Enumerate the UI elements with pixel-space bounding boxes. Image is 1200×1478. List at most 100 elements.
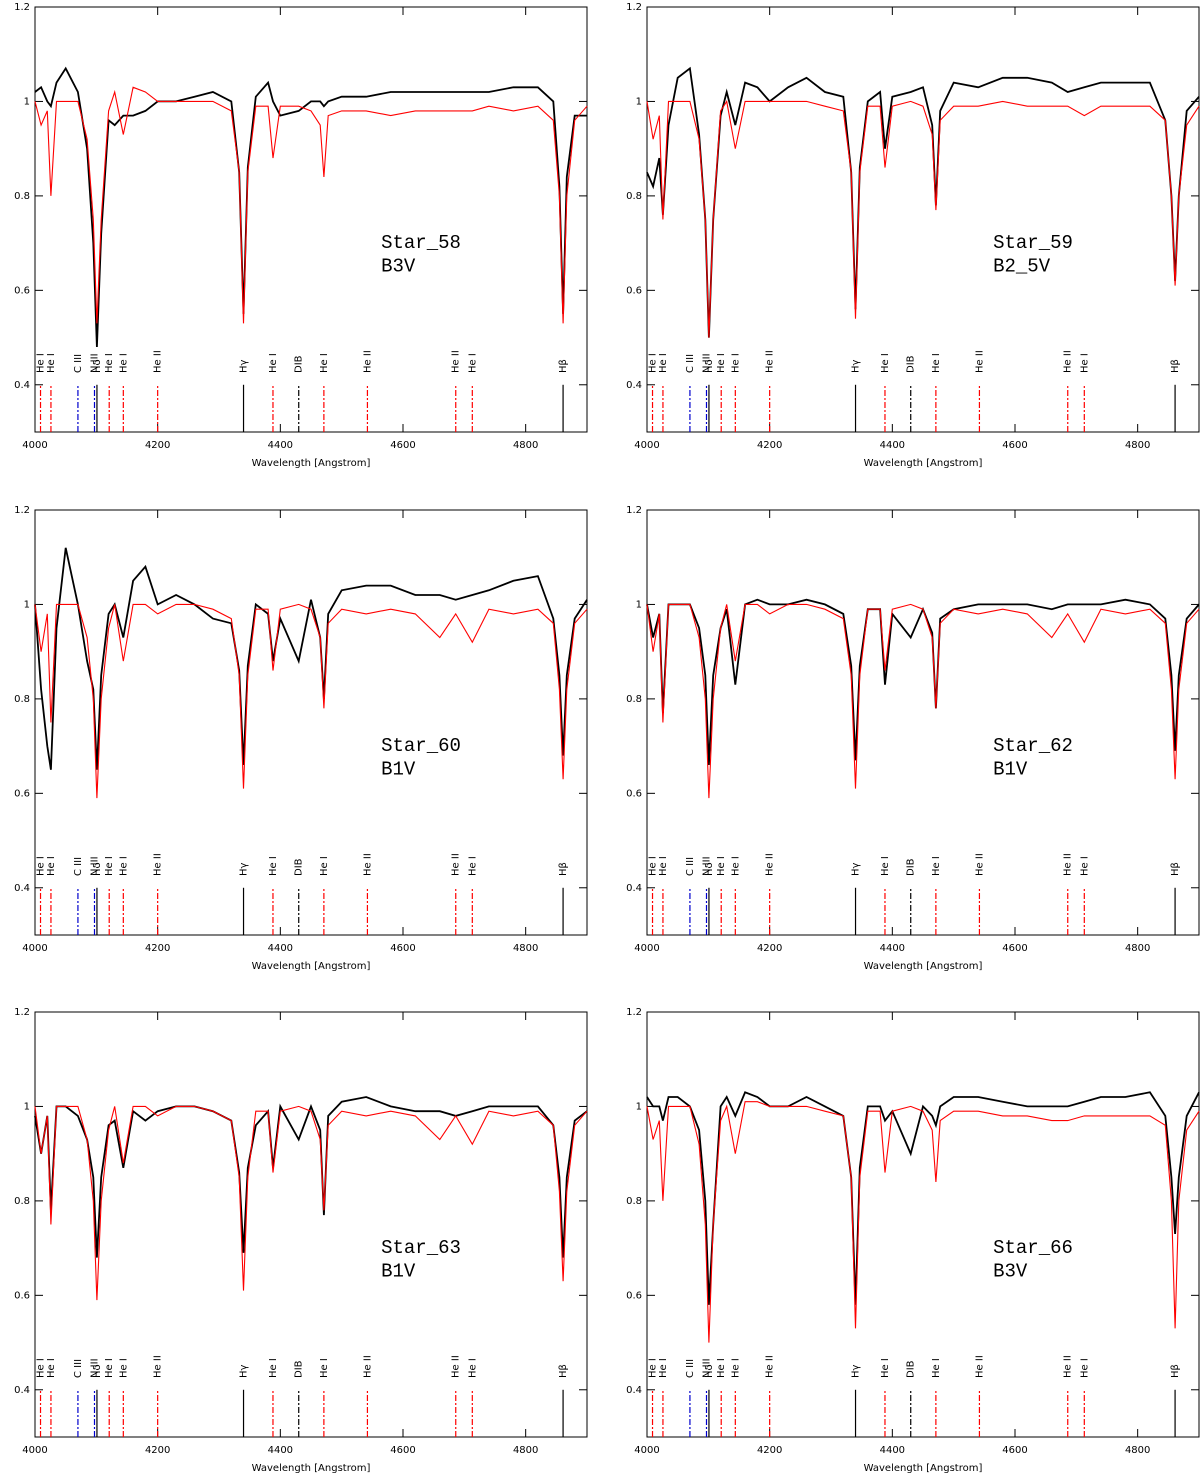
x-tick-label: 4800 xyxy=(1125,440,1150,451)
star-name: Star_63 xyxy=(381,1237,461,1259)
spectrum-line xyxy=(34,1096,588,1258)
line-marker-label: N III xyxy=(701,353,712,373)
line-marker-label: DIB xyxy=(294,355,305,373)
line-marker-label: He I xyxy=(658,856,669,876)
line-marker-label: He I xyxy=(104,1358,115,1378)
x-tick-label: 4200 xyxy=(145,943,170,954)
y-tick-label: 0.4 xyxy=(14,883,30,894)
spectrum-line xyxy=(646,99,1200,338)
spectrum-line xyxy=(34,66,587,348)
x-tick-label: 4400 xyxy=(268,440,293,451)
line-marker-label: He II xyxy=(974,853,985,876)
x-tick-label: 4200 xyxy=(757,440,782,451)
y-tick-label: 1.2 xyxy=(626,2,642,13)
line-marker-label: Hγ xyxy=(851,1364,862,1378)
line-marker-label: He I xyxy=(730,353,741,373)
x-tick-label: 4600 xyxy=(1002,440,1027,451)
line-marker-label: He I xyxy=(467,1358,478,1378)
line-marker-label: Hδ xyxy=(704,359,715,373)
spectrum-line xyxy=(646,1101,1200,1343)
plot-frame xyxy=(646,509,1200,936)
x-tick-label: 4000 xyxy=(22,943,47,954)
line-marker-label: He I xyxy=(268,353,279,373)
line-marker-label: N III xyxy=(89,856,100,876)
y-tick-label: 1.2 xyxy=(14,2,30,13)
x-tick-label: 4800 xyxy=(1125,943,1150,954)
line-marker-label: He I xyxy=(118,1358,129,1378)
x-axis-label: Wavelength [Angstrom] xyxy=(252,1463,371,1474)
y-tick-label: 1.2 xyxy=(626,1007,642,1018)
star-name: Star_62 xyxy=(993,735,1073,757)
line-marker-label: He II xyxy=(451,853,462,876)
line-marker-label: He I xyxy=(319,353,330,373)
line-marker-label: He I xyxy=(648,353,659,373)
line-marker-label: C III xyxy=(73,857,84,876)
line-marker-label: Hβ xyxy=(1170,862,1181,876)
line-marker-label: He II xyxy=(451,1355,462,1378)
line-marker-label: He II xyxy=(1063,350,1074,373)
line-marker-label: He I xyxy=(648,856,659,876)
star-name: Star_59 xyxy=(993,232,1073,254)
line-marker-label: He I xyxy=(46,856,57,876)
line-marker-label: Hγ xyxy=(239,862,250,876)
line-marker-label: He I xyxy=(1079,1358,1090,1378)
line-marker-label: He II xyxy=(362,350,373,373)
line-marker-label: Hβ xyxy=(558,1364,569,1378)
line-marker-label: He I xyxy=(716,1358,727,1378)
x-tick-label: 4400 xyxy=(880,1445,905,1456)
x-tick-label: 4000 xyxy=(22,1445,47,1456)
line-marker-label: He I xyxy=(1079,353,1090,373)
x-tick-label: 4800 xyxy=(513,943,538,954)
x-axis-label: Wavelength [Angstrom] xyxy=(864,458,983,469)
line-marker-label: He II xyxy=(153,350,164,373)
spectrum-line xyxy=(646,1091,1200,1305)
x-tick-label: 4400 xyxy=(880,440,905,451)
x-axis-label: Wavelength [Angstrom] xyxy=(864,1463,983,1474)
line-marker-label: He I xyxy=(730,1358,741,1378)
spectrum-line xyxy=(34,603,588,799)
y-tick-label: 0.8 xyxy=(626,1196,642,1207)
line-marker-label: He II xyxy=(765,350,776,373)
line-marker-label: Hδ xyxy=(92,359,103,373)
y-tick-label: 0.6 xyxy=(14,285,30,296)
y-tick-label: 0.4 xyxy=(626,1385,642,1396)
line-marker-label: He I xyxy=(36,856,47,876)
spectral-type: B3V xyxy=(993,1260,1028,1282)
line-marker-label: He I xyxy=(880,856,891,876)
line-marker-label: DIB xyxy=(294,858,305,876)
star-name: Star_60 xyxy=(381,735,461,757)
y-tick-label: 1.2 xyxy=(14,1007,30,1018)
line-marker-label: He I xyxy=(268,856,279,876)
line-marker-label: He I xyxy=(716,353,727,373)
line-marker-label: He I xyxy=(46,1358,57,1378)
x-tick-label: 4600 xyxy=(390,440,415,451)
spectrum-line xyxy=(646,603,1200,799)
line-marker-label: He II xyxy=(1063,853,1074,876)
y-tick-label: 0.8 xyxy=(626,694,642,705)
line-marker-label: He II xyxy=(974,350,985,373)
line-marker-label: He I xyxy=(730,856,741,876)
x-tick-label: 4600 xyxy=(1002,1445,1027,1456)
spectrum-line xyxy=(34,86,588,324)
star-name: Star_66 xyxy=(993,1237,1073,1259)
y-tick-label: 1 xyxy=(24,1101,30,1112)
spectral-type: B1V xyxy=(381,1260,416,1282)
line-marker-label: He I xyxy=(1079,856,1090,876)
spectral-type: B3V xyxy=(381,255,416,277)
y-tick-label: 0.6 xyxy=(14,1290,30,1301)
line-marker-label: He I xyxy=(880,1358,891,1378)
line-marker-label: C III xyxy=(685,1359,696,1378)
x-tick-label: 4000 xyxy=(22,440,47,451)
line-marker-label: DIB xyxy=(906,355,917,373)
line-marker-label: He II xyxy=(153,1355,164,1378)
x-axis-label: Wavelength [Angstrom] xyxy=(864,961,983,972)
line-marker-label: Hδ xyxy=(92,1364,103,1378)
line-marker-label: Hγ xyxy=(239,359,250,373)
y-tick-label: 1.2 xyxy=(14,505,30,516)
y-tick-label: 0.6 xyxy=(626,1290,642,1301)
line-marker-label: He II xyxy=(765,853,776,876)
line-marker-label: He I xyxy=(319,856,330,876)
line-marker-label: He I xyxy=(931,856,942,876)
line-marker-label: He I xyxy=(931,1358,942,1378)
line-marker-label: He I xyxy=(658,353,669,373)
